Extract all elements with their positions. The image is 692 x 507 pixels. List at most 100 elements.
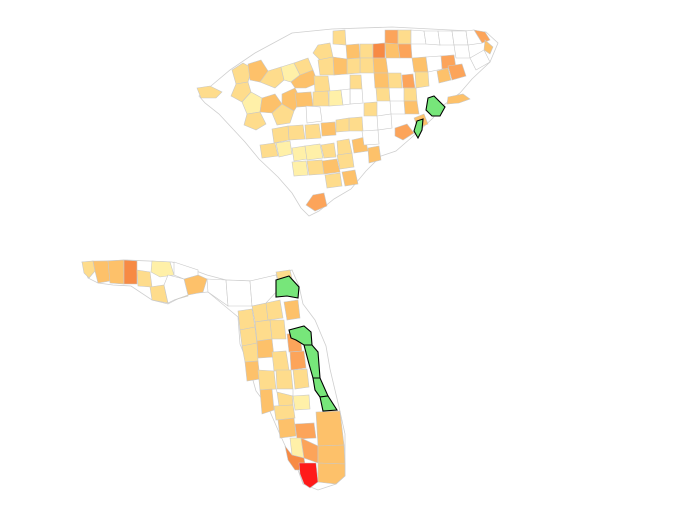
county — [345, 43, 361, 60]
county — [403, 100, 420, 115]
county — [292, 368, 310, 390]
county — [328, 89, 344, 107]
county — [384, 42, 401, 59]
county — [312, 90, 330, 107]
county — [397, 29, 412, 45]
county — [257, 369, 277, 391]
county — [292, 394, 311, 411]
county — [336, 138, 353, 156]
county — [254, 319, 273, 342]
florida-counties — [81, 259, 346, 489]
county — [275, 140, 293, 158]
county — [446, 93, 471, 105]
county-empty — [361, 129, 380, 146]
county-empty — [451, 30, 469, 46]
county-empty — [469, 49, 491, 71]
carolinas-region — [196, 26, 499, 217]
county-empty — [225, 279, 253, 307]
florida-region — [81, 259, 346, 491]
county — [277, 417, 297, 439]
county — [298, 462, 319, 489]
county — [239, 326, 258, 347]
highlighted-county — [319, 395, 338, 412]
county — [313, 75, 331, 93]
county — [315, 410, 345, 447]
county — [335, 117, 350, 133]
county — [305, 192, 328, 212]
county — [401, 73, 416, 89]
county — [332, 56, 348, 76]
county — [304, 143, 324, 161]
county — [107, 259, 125, 285]
county — [259, 142, 279, 159]
county — [372, 42, 386, 59]
county-empty — [453, 44, 471, 59]
county-empty — [206, 278, 229, 307]
highlighted-county — [312, 377, 329, 398]
county — [332, 29, 347, 46]
county — [123, 259, 138, 285]
county-empty — [249, 274, 281, 307]
county — [346, 57, 361, 75]
county-empty — [376, 113, 393, 131]
county — [375, 87, 391, 102]
county — [363, 101, 378, 117]
county — [275, 369, 294, 390]
county-empty — [423, 30, 441, 46]
county — [317, 56, 335, 76]
county — [196, 85, 223, 99]
county — [306, 159, 325, 176]
county — [384, 29, 399, 45]
county — [259, 66, 285, 89]
county — [273, 404, 296, 421]
county — [367, 145, 382, 164]
carolinas-outline — [198, 26, 499, 217]
county — [237, 308, 256, 331]
county-empty — [349, 88, 364, 105]
county — [321, 158, 341, 175]
county — [411, 56, 429, 73]
county-empty — [437, 30, 455, 46]
county — [403, 87, 418, 102]
highlighted-county — [425, 95, 446, 117]
county — [320, 121, 337, 137]
county — [304, 123, 322, 140]
county — [336, 152, 355, 170]
county — [320, 142, 337, 159]
county — [136, 269, 153, 288]
county — [289, 350, 307, 371]
county-empty — [410, 29, 427, 45]
county — [271, 125, 290, 144]
carolinas-counties — [196, 29, 494, 212]
county — [483, 39, 494, 55]
highlighted-county — [275, 275, 300, 299]
county — [291, 160, 309, 177]
county — [265, 299, 284, 321]
county-empty — [305, 105, 323, 124]
county — [92, 260, 111, 284]
county — [251, 302, 269, 323]
county — [291, 145, 308, 162]
county — [397, 43, 413, 59]
county — [414, 71, 430, 89]
county — [243, 111, 267, 131]
county-empty — [275, 388, 294, 397]
county — [81, 260, 96, 279]
county — [359, 43, 374, 59]
county — [348, 116, 364, 132]
county — [324, 172, 343, 189]
county — [436, 67, 452, 84]
county — [283, 299, 301, 321]
county — [244, 360, 261, 382]
county — [241, 342, 259, 363]
county — [341, 169, 359, 187]
county — [287, 124, 306, 141]
county — [394, 123, 415, 141]
county — [447, 63, 467, 81]
county — [349, 74, 363, 90]
county — [294, 422, 317, 440]
county — [256, 338, 275, 359]
county — [359, 57, 375, 74]
